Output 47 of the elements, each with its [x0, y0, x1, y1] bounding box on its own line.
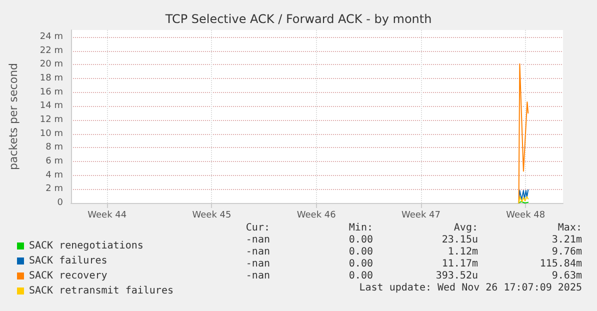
chart-title: TCP Selective ACK / Forward ACK - by month	[164, 12, 432, 26]
text: Last update: Wed Nov 26 17:07:09 2025	[359, 282, 582, 294]
legend-label: SACK failures	[29, 256, 108, 266]
y-tick-label: 16 m	[40, 87, 63, 98]
y-tick-label: 4 m	[46, 170, 63, 180]
text: 11.17m	[442, 258, 478, 270]
y-tick-label: 8 m	[46, 142, 63, 153]
text: 9.63m	[552, 270, 582, 282]
text: -nan	[246, 270, 270, 282]
line-series	[518, 63, 529, 204]
line-series	[518, 196, 529, 204]
legend-label: SACK recovery	[29, 270, 108, 282]
text: -nan	[246, 234, 270, 246]
y-tick-label: 0	[57, 198, 64, 208]
text: 1.12m	[448, 246, 478, 258]
text: 393.52u	[436, 270, 478, 282]
text: 115.84m	[540, 258, 582, 270]
text: Max:	[558, 222, 582, 234]
y-tick-label: 12 m	[40, 114, 63, 125]
y-tick-label: 14 m	[40, 101, 63, 112]
text: Avg:	[454, 222, 478, 234]
y-tick-label: 18 m	[40, 73, 63, 84]
x-tick-label: Week 44	[88, 210, 127, 220]
text: 0.00	[348, 270, 373, 282]
text: -nan	[246, 258, 270, 270]
text: -nan	[246, 246, 270, 258]
text: 9.76m	[552, 246, 582, 258]
text: 0.00	[348, 258, 373, 270]
legend-label: SACK renegotiations	[29, 240, 144, 252]
text: 0.00	[348, 234, 373, 246]
text: 3.21m	[552, 234, 582, 246]
x-tick-label: Week 48	[506, 210, 546, 220]
y-tick-label: 20 m	[40, 60, 63, 70]
y-axis-title: packets per second	[7, 62, 20, 170]
text: Cur:	[246, 222, 270, 234]
x-tick-label: Week 45	[192, 210, 232, 220]
y-tick-label: 10 m	[40, 128, 63, 139]
legend-label: SACK retransmit failures	[29, 286, 174, 296]
text: Min:	[348, 222, 373, 234]
x-tick-label: Week 47	[402, 210, 440, 220]
text: 23.15u	[442, 234, 478, 246]
y-tick-label: 22 m	[40, 46, 63, 56]
text: 0.00	[348, 246, 373, 258]
y-tick-label: 2 m	[46, 184, 63, 194]
y-tick-label: 6 m	[46, 156, 63, 166]
x-tick-label: Week 46	[296, 210, 336, 220]
y-tick-label: 24 m	[40, 32, 63, 42]
